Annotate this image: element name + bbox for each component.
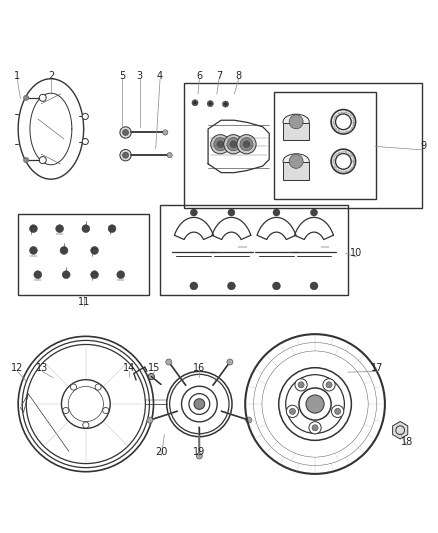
Circle shape	[310, 282, 318, 290]
Circle shape	[223, 101, 229, 107]
Circle shape	[82, 114, 88, 119]
Ellipse shape	[283, 114, 309, 130]
Text: 3: 3	[137, 71, 143, 80]
Text: 7: 7	[216, 71, 222, 80]
Bar	[283, 162, 309, 180]
Bar	[274, 92, 376, 199]
Circle shape	[286, 405, 299, 417]
Circle shape	[190, 282, 198, 290]
Circle shape	[147, 417, 153, 423]
Circle shape	[91, 247, 99, 254]
Circle shape	[335, 408, 341, 415]
Text: 5: 5	[119, 71, 125, 80]
Circle shape	[224, 103, 227, 106]
Circle shape	[306, 395, 324, 413]
Text: 18: 18	[401, 437, 413, 447]
Circle shape	[289, 115, 303, 129]
Bar	[184, 83, 422, 207]
Circle shape	[123, 152, 129, 158]
Circle shape	[192, 100, 198, 106]
Circle shape	[117, 271, 125, 279]
Bar	[283, 123, 309, 140]
Circle shape	[29, 247, 37, 254]
Text: 6: 6	[196, 71, 202, 80]
Circle shape	[24, 157, 29, 163]
Circle shape	[309, 422, 321, 434]
Circle shape	[243, 141, 250, 148]
Circle shape	[312, 425, 318, 431]
Circle shape	[82, 225, 90, 232]
Circle shape	[29, 225, 37, 232]
Circle shape	[120, 149, 131, 161]
Bar	[160, 205, 348, 295]
Circle shape	[227, 138, 240, 151]
Circle shape	[228, 209, 235, 216]
Circle shape	[326, 382, 332, 388]
Circle shape	[95, 384, 101, 390]
Circle shape	[60, 247, 68, 254]
Text: 10: 10	[350, 248, 363, 259]
Circle shape	[246, 417, 252, 423]
Circle shape	[91, 271, 99, 279]
Circle shape	[39, 157, 46, 164]
Circle shape	[209, 102, 212, 105]
Circle shape	[82, 139, 88, 144]
Circle shape	[166, 359, 172, 365]
Text: 20: 20	[155, 447, 168, 457]
Text: 9: 9	[420, 141, 427, 151]
Circle shape	[224, 135, 243, 154]
Circle shape	[311, 209, 318, 216]
Text: 12: 12	[11, 363, 24, 373]
Circle shape	[56, 225, 64, 232]
Circle shape	[162, 130, 168, 135]
Text: 2: 2	[48, 71, 54, 80]
Circle shape	[227, 359, 233, 365]
Text: 8: 8	[236, 71, 242, 80]
Text: 11: 11	[78, 297, 90, 308]
Circle shape	[230, 141, 237, 148]
Circle shape	[148, 374, 154, 379]
Text: 17: 17	[371, 363, 383, 373]
Circle shape	[207, 101, 213, 107]
Text: 14: 14	[124, 363, 136, 373]
Circle shape	[103, 407, 109, 414]
Text: 4: 4	[157, 71, 163, 80]
Circle shape	[34, 271, 42, 279]
Circle shape	[227, 282, 235, 290]
Circle shape	[211, 135, 230, 154]
Text: 13: 13	[36, 363, 48, 373]
Text: 19: 19	[193, 447, 205, 457]
Circle shape	[108, 225, 116, 232]
Circle shape	[237, 135, 256, 154]
Circle shape	[272, 282, 280, 290]
Circle shape	[167, 152, 172, 158]
Circle shape	[62, 271, 70, 279]
Bar	[18, 214, 149, 295]
Circle shape	[120, 127, 131, 138]
Circle shape	[63, 407, 69, 414]
Text: 15: 15	[148, 363, 161, 373]
Text: 1: 1	[14, 71, 20, 80]
Text: 16: 16	[193, 363, 205, 373]
Circle shape	[39, 94, 46, 101]
Circle shape	[289, 155, 303, 168]
Circle shape	[240, 138, 253, 151]
Circle shape	[191, 209, 198, 216]
Circle shape	[71, 384, 77, 390]
Circle shape	[323, 379, 335, 391]
Circle shape	[194, 399, 205, 409]
Circle shape	[24, 95, 29, 100]
Circle shape	[196, 453, 202, 459]
Circle shape	[123, 130, 129, 135]
Circle shape	[298, 382, 304, 388]
Circle shape	[83, 422, 89, 428]
Circle shape	[214, 138, 227, 151]
Ellipse shape	[283, 154, 309, 169]
Circle shape	[295, 379, 307, 391]
Circle shape	[290, 408, 296, 415]
Circle shape	[217, 141, 224, 148]
Circle shape	[194, 101, 196, 104]
Circle shape	[332, 405, 344, 417]
Circle shape	[273, 209, 280, 216]
